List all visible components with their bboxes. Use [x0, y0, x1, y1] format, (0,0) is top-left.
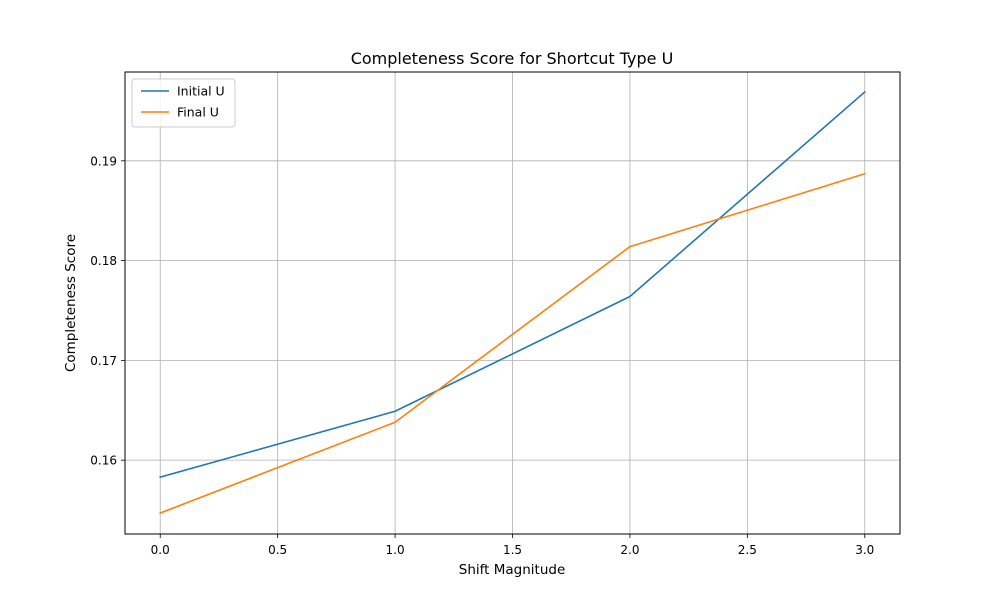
chart-title: Completeness Score for Shortcut Type U	[351, 49, 674, 68]
legend-label: Final U	[177, 105, 219, 120]
legend: Initial U Final U	[131, 78, 236, 128]
x-tick-label: 0.5	[268, 543, 287, 557]
y-tick-label: 0.19	[90, 154, 117, 168]
x-axis-label: Shift Magnitude	[459, 562, 566, 578]
y-tick-label: 0.18	[90, 254, 117, 268]
series-line-1	[159, 172, 866, 515]
series-lines	[159, 90, 866, 515]
x-tick-label: 1.5	[503, 543, 522, 557]
y-tick-label: 0.16	[90, 454, 117, 468]
x-axis-ticks: 0.0 0.5 1.0 1.5 2.0 2.5 3.0	[151, 534, 874, 557]
x-tick-label: 2.5	[738, 543, 757, 557]
x-tick-label: 3.0	[855, 543, 874, 557]
legend-label: Initial U	[177, 84, 225, 99]
series-line-0	[159, 90, 866, 479]
y-axis-label: Completeness Score	[63, 234, 79, 372]
y-tick-label: 0.17	[90, 354, 117, 368]
x-tick-label: 2.0	[620, 543, 639, 557]
grid	[125, 72, 900, 534]
x-tick-label: 0.0	[151, 543, 170, 557]
y-axis-ticks: 0.16 0.17 0.18 0.19	[90, 154, 125, 468]
x-tick-label: 1.0	[386, 543, 405, 557]
